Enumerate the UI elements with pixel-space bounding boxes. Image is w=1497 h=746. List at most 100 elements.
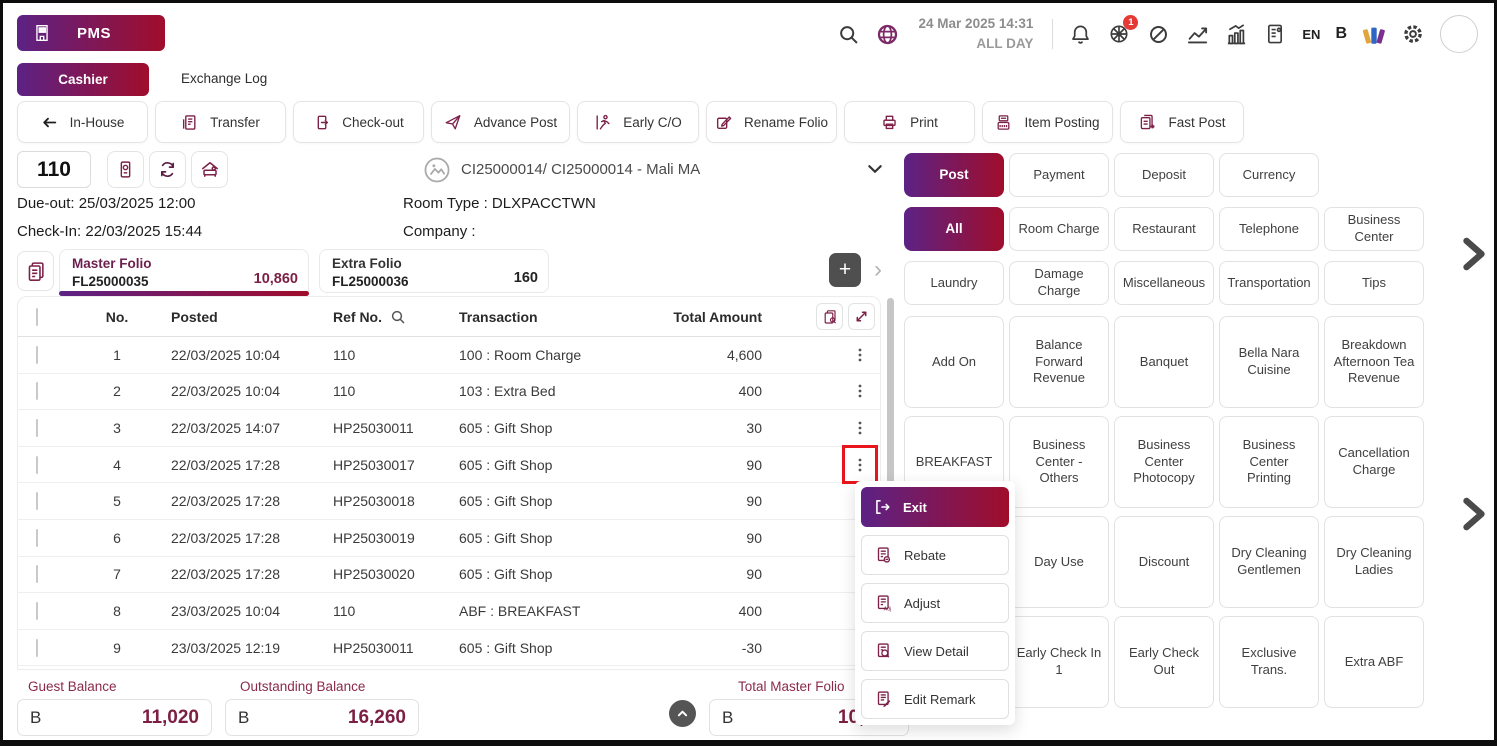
settings-gear-icon[interactable] [1401, 22, 1425, 46]
transfer-button[interactable]: Transfer [155, 101, 286, 143]
guest-photo-icon[interactable] [423, 156, 451, 184]
posting-mode-button[interactable]: Post [904, 153, 1004, 197]
folio-tabs-next-chevron[interactable]: › [874, 256, 882, 283]
posting-item-button[interactable]: Early Check In 1 [1009, 616, 1109, 708]
item-posting-button[interactable]: Item Posting [982, 101, 1113, 143]
theme-palette-icon[interactable] [1362, 22, 1386, 46]
rename-folio-button[interactable]: Rename Folio [706, 101, 837, 143]
print-button[interactable]: Print [844, 101, 975, 143]
fast-post-label: Fast Post [1168, 114, 1226, 130]
expand-icon-button[interactable] [848, 303, 875, 330]
context-menu-view-detail[interactable]: View Detail [861, 631, 1009, 671]
line-chart-icon[interactable] [1185, 22, 1209, 46]
panel-next-chevron-bottom[interactable] [1459, 495, 1489, 533]
posting-item-button[interactable]: Cancellation Charge [1324, 416, 1424, 508]
fast-post-button[interactable]: Fast Post [1120, 101, 1244, 143]
posting-category-button[interactable]: Laundry [904, 261, 1004, 305]
bar-chart-icon[interactable] [1224, 22, 1248, 46]
posting-category-button[interactable]: Transportation [1219, 261, 1319, 305]
posting-item-button[interactable]: Breakdown Afternoon Tea Revenue [1324, 316, 1424, 408]
posting-item-button[interactable]: Early Check Out [1114, 616, 1214, 708]
context-menu-adjust[interactable]: Adj Adjust [861, 583, 1009, 623]
advance-post-button[interactable]: Advance Post [431, 101, 570, 143]
posting-item-button[interactable]: Bella Nara Cuisine [1219, 316, 1319, 408]
tab-cashier[interactable]: Cashier [17, 63, 149, 96]
tab-exchange-log[interactable]: Exchange Log [181, 71, 267, 86]
row-checkbox[interactable] [36, 528, 38, 547]
context-menu-exit[interactable]: Exit [861, 487, 1009, 527]
table-scrollbar-thumb[interactable] [887, 298, 894, 524]
posting-item-button[interactable]: Dry Cleaning Gentlemen [1219, 516, 1319, 608]
folio-pages-icon-button[interactable] [17, 251, 54, 291]
posting-item-button[interactable]: Balance Forward Revenue [1009, 316, 1109, 408]
row-checkbox[interactable] [36, 565, 38, 584]
row-checkbox[interactable] [36, 601, 38, 620]
posting-mode-button[interactable]: Payment [1009, 153, 1109, 197]
collapse-panel-button[interactable] [669, 700, 696, 727]
room-status-icon-button[interactable] [191, 151, 228, 188]
gauge-icon[interactable] [1146, 22, 1170, 46]
master-folio-name: Master Folio [72, 256, 152, 271]
posting-category-button[interactable]: Telephone [1219, 207, 1319, 251]
posting-item-button[interactable]: Discount [1114, 516, 1214, 608]
posting-item-button[interactable]: Banquet [1114, 316, 1214, 408]
report-icon[interactable] [1263, 22, 1287, 46]
posting-item-button[interactable]: Business Center Printing [1219, 416, 1319, 508]
search-icon[interactable] [837, 22, 861, 46]
row-checkbox[interactable] [36, 418, 38, 437]
extra-folio-tab[interactable]: Extra Folio FL25000036 160 [319, 249, 549, 293]
globe-icon[interactable] [876, 22, 900, 46]
select-all-checkbox[interactable] [36, 307, 38, 326]
posting-category-button[interactable]: Tips [1324, 261, 1424, 305]
posting-item-button[interactable]: Dry Cleaning Ladies [1324, 516, 1424, 608]
early-co-button[interactable]: Early C/O [577, 101, 699, 143]
posting-mode-button[interactable]: Deposit [1114, 153, 1214, 197]
cell-transaction: ABF : BREAKFAST [459, 602, 581, 619]
posting-category-button[interactable]: Restaurant [1114, 207, 1214, 251]
check-out-button[interactable]: Check-out [293, 101, 424, 143]
keycard-icon-button[interactable] [107, 151, 144, 188]
master-folio-active-underline [59, 291, 309, 296]
user-avatar[interactable] [1440, 15, 1478, 53]
posting-mode-label: Deposit [1141, 166, 1187, 182]
posting-item-button[interactable]: Exclusive Trans. [1219, 616, 1319, 708]
posting-item-button[interactable]: Day Use [1009, 516, 1109, 608]
posting-mode-button[interactable]: Currency [1219, 153, 1319, 197]
cell-posted: 23/03/2025 10:04 [171, 602, 280, 619]
row-checkbox[interactable] [36, 382, 38, 401]
language-selector[interactable]: EN [1302, 26, 1321, 42]
row-checkbox[interactable] [36, 455, 38, 474]
context-menu-rebate[interactable]: Rebate [861, 535, 1009, 575]
posting-category-button[interactable]: Damage Charge [1009, 261, 1109, 305]
master-folio-tab[interactable]: Master Folio FL25000035 10,860 [59, 249, 309, 293]
add-folio-button[interactable]: + [829, 253, 861, 287]
row-checkbox[interactable] [36, 345, 38, 364]
row-kebab-menu-icon[interactable] [845, 338, 875, 372]
posting-item-button[interactable]: Business Center Photocopy [1114, 416, 1214, 508]
panel-next-chevron-top[interactable] [1459, 235, 1489, 273]
row-kebab-menu-icon[interactable] [845, 374, 875, 408]
room-move-icon-button[interactable] [149, 151, 186, 188]
notifications-bell-icon[interactable] [1068, 22, 1092, 46]
wheel-alerts-icon[interactable]: 1 [1107, 15, 1139, 46]
context-menu-edit-remark[interactable]: Edit Remark [861, 679, 1009, 719]
row-kebab-menu-icon[interactable] [845, 448, 875, 482]
posting-category-button[interactable]: Miscellaneous [1114, 261, 1214, 305]
posting-item-button[interactable]: Business Center - Others [1009, 416, 1109, 508]
cell-ref: HP25030019 [333, 529, 415, 546]
row-checkbox[interactable] [36, 492, 38, 511]
posting-category-button[interactable]: All [904, 207, 1004, 251]
in-house-button[interactable]: In-House [17, 101, 148, 143]
row-kebab-menu-icon[interactable] [845, 411, 875, 445]
row-checkbox[interactable] [36, 638, 38, 657]
posting-category-button[interactable]: Business Center [1324, 207, 1424, 251]
pms-app-button[interactable]: PMS [17, 15, 165, 51]
ref-search-icon[interactable] [390, 309, 406, 325]
chevron-down-icon[interactable] [865, 159, 885, 179]
posting-item-button[interactable]: Add On [904, 316, 1004, 408]
posting-category-button[interactable]: Room Charge [1009, 207, 1109, 251]
posting-item-button[interactable]: Extra ABF [1324, 616, 1424, 708]
copy-search-icon-button[interactable] [816, 303, 843, 330]
currency-selector[interactable]: B [1335, 25, 1347, 42]
master-folio-amount: 10,860 [253, 271, 298, 287]
